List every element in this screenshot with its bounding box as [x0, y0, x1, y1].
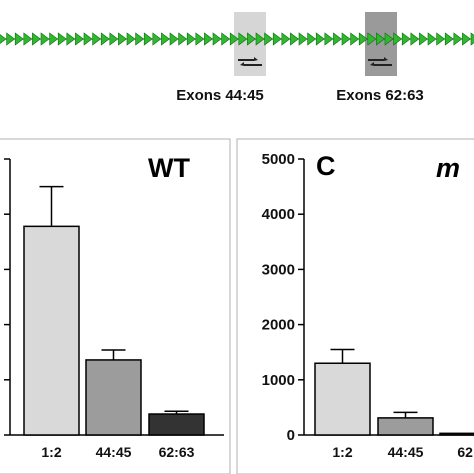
gene-arrow: [143, 32, 153, 46]
gene-arrow: [23, 32, 33, 46]
gene-arrow: [453, 32, 463, 46]
gene-arrow: [40, 32, 50, 46]
primer-pair-44-45: [238, 57, 262, 66]
c-panel-label: C: [316, 151, 336, 181]
gene-arrow: [350, 32, 360, 46]
bar: [85, 359, 142, 436]
gene-arrows: [0, 32, 474, 46]
gene-arrow: [57, 32, 67, 46]
wt-panel-label: WT: [148, 153, 190, 183]
panel-c: 0 1000 2000 3000 4000 5000 1:2 44:45 62: C m: [262, 151, 474, 460]
gene-map: Exons 44:45 Exons 62:63: [0, 12, 474, 104]
gene-arrow: [401, 32, 411, 46]
category-label: 1:2: [332, 444, 352, 460]
gene-arrow: [100, 32, 110, 46]
bar: [314, 362, 371, 436]
gene-arrow: [298, 32, 308, 46]
gene-arrow: [229, 32, 239, 46]
panel-wt: 1:2 44:45 62:63 WT: [4, 153, 224, 460]
gene-arrow: [14, 32, 24, 46]
exon-highlight-62-63: [365, 12, 397, 76]
gene-arrow: [247, 32, 256, 46]
bar: [23, 225, 80, 436]
category-label: 62:: [457, 444, 474, 460]
gene-arrow: [444, 32, 454, 46]
gene-arrow: [238, 32, 248, 46]
gene-arrow: [307, 32, 317, 46]
gene-arrow: [264, 32, 274, 46]
gene-arrow: [358, 32, 368, 46]
gene-arrow: [92, 32, 102, 46]
bar: [439, 432, 474, 436]
gene-arrow: [75, 32, 84, 46]
gene-arrow: [376, 32, 385, 46]
gene-arrow: [410, 32, 420, 46]
gene-arrow: [462, 32, 471, 46]
gene-arrow: [367, 32, 377, 46]
gene-arrow: [126, 32, 136, 46]
gene-arrow: [436, 32, 446, 46]
y-tick-label: 5000: [262, 151, 295, 168]
gene-arrow: [272, 32, 282, 46]
gene-arrow: [118, 32, 127, 46]
y-tick-label: 0: [287, 427, 295, 444]
y-tick-label: 2000: [262, 317, 295, 334]
category-label: 1:2: [41, 444, 61, 460]
gene-arrow: [333, 32, 342, 46]
gene-arrow: [470, 32, 474, 46]
gene-arrow: [109, 32, 119, 46]
gene-arrow: [324, 32, 334, 46]
gene-arrow: [49, 32, 59, 46]
gene-arrow: [32, 32, 41, 46]
gene-arrow: [135, 32, 145, 46]
gene-arrow: [6, 32, 16, 46]
gene-arrow: [186, 32, 196, 46]
gene-arrow: [341, 32, 351, 46]
gene-arrow: [161, 32, 170, 46]
y-tick-label: 4000: [262, 206, 295, 223]
bar: [377, 417, 434, 436]
c-panel-label-italic: m: [436, 153, 460, 183]
gene-arrow: [221, 32, 231, 46]
category-label: 62:63: [159, 444, 195, 460]
gene-arrow: [393, 32, 403, 46]
panel-wt-frame: [0, 138, 231, 474]
gene-arrow: [419, 32, 428, 46]
gene-arrow: [212, 32, 222, 46]
gene-arrow: [0, 34, 7, 44]
gene-arrow: [290, 32, 299, 46]
exon-label-44-45: Exons 44:45: [176, 87, 264, 104]
gene-arrow: [204, 32, 213, 46]
gene-arrow: [281, 32, 291, 46]
y-tick-label: 3000: [262, 261, 295, 278]
gene-arrow: [152, 32, 162, 46]
panel-c-frame: [236, 138, 474, 474]
bar: [148, 413, 205, 436]
gene-arrow: [255, 32, 265, 46]
gene-arrow: [195, 32, 205, 46]
gene-arrow: [83, 32, 93, 46]
category-label: 44:45: [96, 444, 132, 460]
gene-arrow: [178, 32, 188, 46]
category-label: 44:45: [388, 444, 424, 460]
gene-arrow: [384, 32, 394, 46]
gene-arrow: [427, 32, 437, 46]
gene-arrow: [66, 32, 76, 46]
gene-arrow: [315, 32, 325, 46]
gene-arrow: [169, 32, 179, 46]
y-tick-label: 1000: [262, 372, 295, 389]
primer-pair-62-63: [368, 57, 392, 66]
exon-label-62-63: Exons 62:63: [336, 87, 424, 104]
